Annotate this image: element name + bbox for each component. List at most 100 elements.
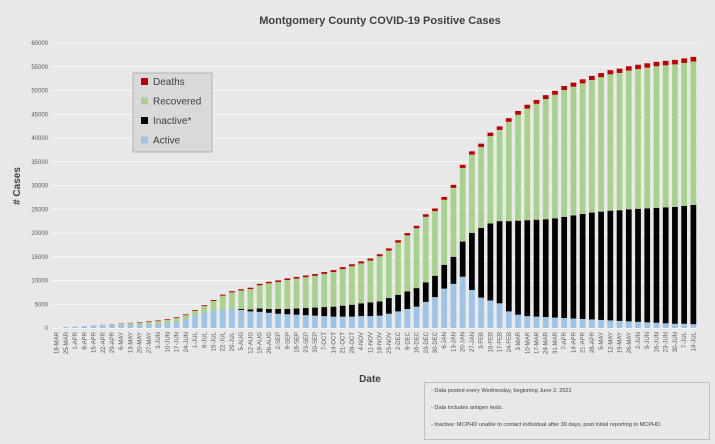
bar-recovered xyxy=(533,103,540,220)
x-tick-label: 14-APR xyxy=(571,331,577,353)
y-axis-label: # Cases xyxy=(12,167,23,205)
legend-label: Recovered xyxy=(153,97,201,108)
bar-active xyxy=(404,309,411,328)
bar-inactive xyxy=(256,308,263,312)
x-tick-label: 5-MAY xyxy=(599,332,605,350)
bar-inactive xyxy=(459,241,466,277)
bar-active xyxy=(625,321,632,328)
y-tick-label: 5000 xyxy=(35,302,49,308)
x-axis: 18-MAR 25-MAR 1-APR 8-APR 15-APR 22-APR 29-APR… xyxy=(55,331,698,354)
bar-recovered xyxy=(302,277,309,309)
bar-inactive xyxy=(275,309,281,314)
bar-deaths xyxy=(210,299,217,301)
bar-inactive xyxy=(302,308,309,316)
bar-recovered xyxy=(376,256,383,302)
y-tick-label: 60000 xyxy=(31,41,48,47)
x-tick-label: 28-OCT xyxy=(350,332,356,354)
bar-inactive xyxy=(487,223,494,301)
x-tick-label: 20-MAY xyxy=(138,332,144,353)
bar-inactive xyxy=(478,227,484,298)
bar-inactive xyxy=(293,308,300,315)
legend-swatch xyxy=(141,97,148,105)
bar-deaths xyxy=(653,61,660,67)
x-tick-label: 3-FEB xyxy=(479,332,485,349)
x-tick-label: 16-JUN xyxy=(654,332,660,352)
bar-recovered xyxy=(219,295,226,310)
legend-label: Deaths xyxy=(153,77,185,88)
bar-deaths xyxy=(312,273,318,276)
bar-active xyxy=(459,276,466,328)
bar-recovered xyxy=(570,86,577,216)
x-tick-label: 10-MAR xyxy=(525,331,531,354)
bar-recovered xyxy=(127,323,134,325)
bar-recovered xyxy=(487,136,494,224)
bar-active xyxy=(109,324,115,328)
y-tick-label: 35000 xyxy=(31,160,48,166)
x-tick-label: 6-MAY xyxy=(119,332,125,350)
bar-inactive xyxy=(635,208,641,322)
x-tick-label: 28-APR xyxy=(590,331,596,353)
x-tick-label: 16-DEC xyxy=(415,331,421,353)
x-tick-label: 23-SEP xyxy=(304,332,310,353)
bar-inactive xyxy=(330,306,337,317)
bar-recovered xyxy=(284,280,291,309)
bar-inactive xyxy=(625,209,632,322)
y-tick-label: 45000 xyxy=(31,112,48,118)
bar-deaths xyxy=(690,56,697,62)
x-tick-label: 9-DEC xyxy=(405,331,411,350)
bar-deaths xyxy=(616,68,623,73)
bar-recovered xyxy=(441,199,448,265)
bar-active xyxy=(589,319,595,328)
bar-deaths xyxy=(589,75,595,81)
y-tick-label: 25000 xyxy=(31,207,48,213)
bar-inactive xyxy=(515,220,521,315)
bar-active xyxy=(330,316,337,328)
bar-active xyxy=(635,321,641,328)
bar-recovered xyxy=(293,278,300,309)
bar-recovered xyxy=(413,228,420,289)
bar-recovered xyxy=(524,108,531,221)
x-tick-label: 3-MAR xyxy=(516,331,522,350)
bar-active xyxy=(413,306,420,329)
bar-active xyxy=(284,314,291,328)
y-axis: 0 5000 10000 15000 20000 25000 30000 35000 40000… xyxy=(31,41,48,332)
x-tick-label: 7-APR xyxy=(562,331,568,349)
bar-inactive xyxy=(376,301,383,316)
x-tick-label: 9-JUN xyxy=(645,332,651,349)
bar-inactive xyxy=(284,309,291,315)
y-tick-label: 30000 xyxy=(31,184,48,190)
bar-inactive xyxy=(561,216,568,319)
x-tick-label: 24-JUN xyxy=(184,332,190,352)
x-tick-label: 3-JUN xyxy=(156,332,162,349)
x-tick-label: 15-APR xyxy=(92,331,98,353)
bar-deaths xyxy=(256,283,263,286)
bar-recovered xyxy=(146,321,152,325)
bar-recovered xyxy=(681,62,688,206)
bar-recovered xyxy=(210,300,217,311)
x-tick-label: 17-FEB xyxy=(498,332,504,352)
bar-recovered xyxy=(589,80,595,213)
bar-deaths xyxy=(413,225,420,229)
bar-deaths xyxy=(542,95,549,100)
bar-recovered xyxy=(349,266,355,305)
bar-deaths xyxy=(579,79,586,84)
bar-recovered xyxy=(229,292,235,310)
bar-recovered xyxy=(358,263,365,304)
bar-inactive xyxy=(312,307,318,316)
x-tick-label: 11-NOV xyxy=(368,332,374,353)
legend-swatch xyxy=(141,78,148,85)
x-tick-label: 25-MAR xyxy=(64,331,70,354)
bar-recovered xyxy=(469,154,475,233)
bar-deaths xyxy=(284,278,291,281)
bar-inactive xyxy=(690,204,697,325)
x-tick-label: 19-MAY xyxy=(618,332,624,353)
bar-deaths xyxy=(552,90,558,95)
bar-active xyxy=(542,317,549,328)
bar-inactive xyxy=(432,275,438,298)
notes-box: - Data posted every Wednesday, beginning… xyxy=(424,382,710,440)
bar-active xyxy=(349,316,355,328)
x-tick-label: 30-JUN xyxy=(673,332,679,352)
x-tick-label: 23-JUN xyxy=(664,332,670,352)
bar-active xyxy=(644,322,651,328)
